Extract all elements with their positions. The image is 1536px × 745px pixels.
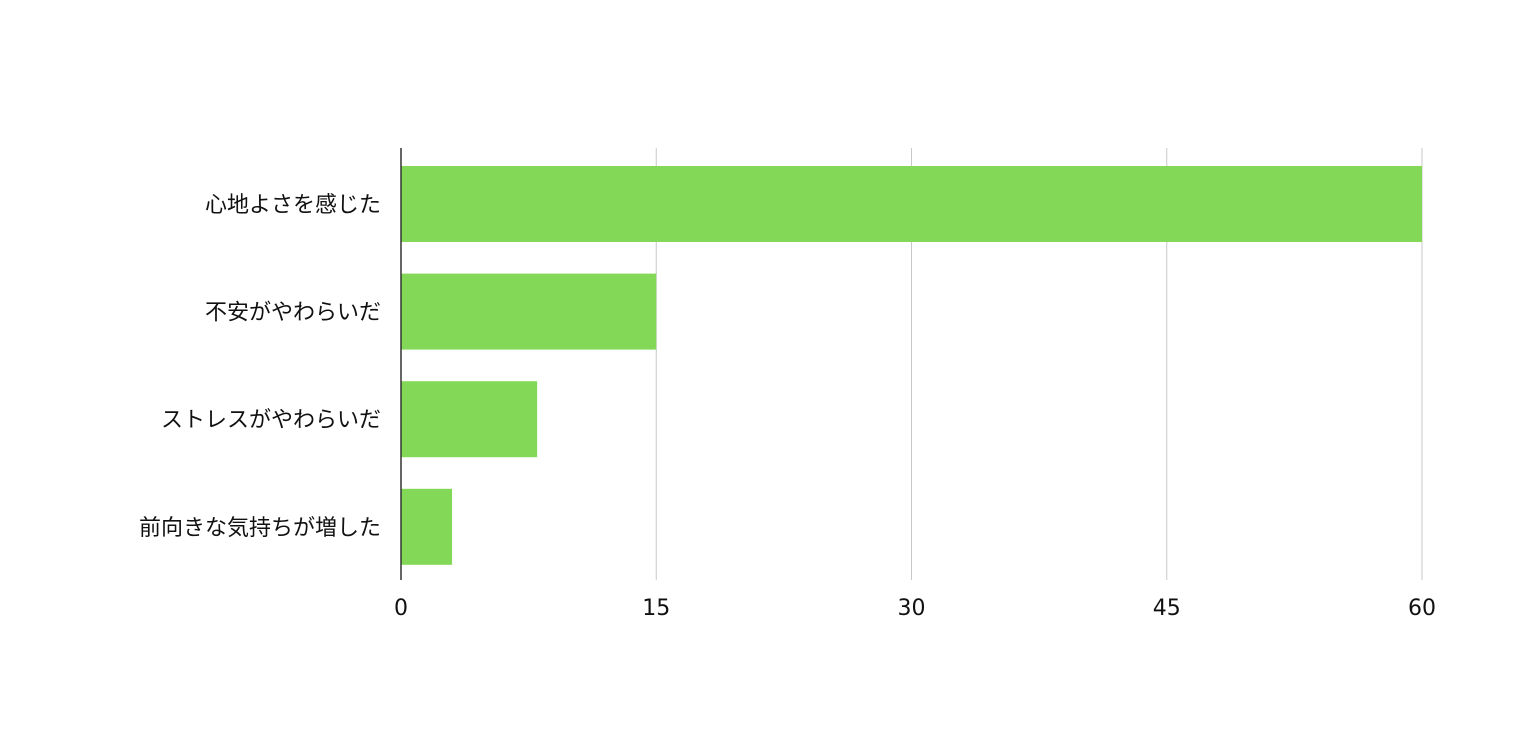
category-label: 心地よさを感じた [205,193,381,218]
category-label: 前向きな気持ちが増した [139,516,381,541]
category-label: 不安がやわらいだ [205,301,381,326]
bar [401,273,657,350]
x-tick-label: 60 [1408,596,1436,621]
bar [401,488,453,565]
bar [401,166,1422,242]
bars [401,166,1422,565]
x-tick-label: 30 [898,596,926,621]
tick-labels: 0 15 30 45 60 [394,596,1436,621]
x-tick-label: 0 [394,596,408,621]
bar [401,381,538,458]
x-tick-label: 45 [1153,596,1181,621]
category-label: ストレスがやわらいだ [161,408,381,433]
x-tick-label: 15 [642,596,670,621]
